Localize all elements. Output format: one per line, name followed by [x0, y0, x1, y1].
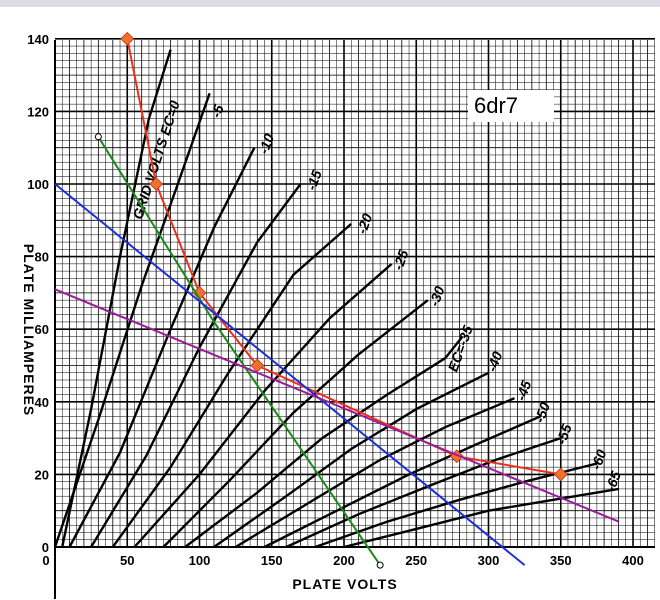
grid-curve [314, 462, 598, 549]
overlay-line [126, 38, 561, 476]
curve-label: EC=-35 [444, 323, 475, 374]
grid-curve [213, 371, 490, 548]
overlay-line [97, 136, 381, 566]
curve-label: -65 [602, 469, 624, 494]
grid-curve [162, 299, 429, 548]
overlay-line [54, 183, 526, 566]
y-tick-label: 60 [35, 322, 49, 337]
curve-ec-0 [61, 49, 172, 548]
diamond-marker [149, 177, 164, 191]
grid-curve [68, 147, 256, 548]
curve-label: -10 [255, 131, 277, 156]
y-tick-label: 20 [35, 467, 49, 482]
curve-label: -25 [390, 247, 412, 272]
curve-label: -55 [553, 422, 575, 447]
load-line-overlays [54, 31, 619, 569]
curve-label: -50 [531, 400, 553, 425]
x-tick-label: 350 [550, 553, 572, 568]
x-tick-label: 0 [42, 553, 49, 568]
y-tick-labels: 0 20 40 60 80 100 120 140 [27, 32, 49, 555]
endpoint-marker [376, 561, 384, 569]
curve-label: -40 [484, 349, 506, 374]
curve-label: -15 [303, 168, 325, 193]
grid-curve [234, 397, 515, 549]
diamond-marker [553, 467, 568, 482]
x-axis-title: PLATE VOLTS [292, 576, 397, 592]
x-tick-label: 250 [405, 553, 427, 568]
diamond-marker [192, 285, 207, 300]
y-axis-title: PLATE MILLIAMPERES [21, 244, 37, 417]
y-tick-label: 140 [27, 32, 49, 47]
x-tick-label: 50 [120, 553, 134, 568]
grid-curve [111, 222, 352, 548]
tube-type-label: 6dr7 [468, 90, 554, 122]
grid-curve [263, 415, 541, 549]
grid-curve [90, 183, 302, 548]
grid-curve [184, 335, 464, 548]
x-tick-label: 200 [333, 553, 355, 568]
curve-label: -45 [512, 378, 534, 403]
overlay-line [54, 288, 619, 523]
y-tick-label: 100 [27, 177, 49, 192]
grid-curve [285, 436, 562, 549]
x-tick-label: 300 [478, 553, 500, 568]
diamond-marker [120, 31, 135, 46]
y-tick-label: 40 [35, 395, 49, 410]
x-tick-label: 150 [261, 553, 283, 568]
curve-label: -20 [353, 211, 375, 236]
y-tick-label: 0 [42, 540, 49, 555]
grid-voltage-curves [53, 49, 619, 549]
endpoint-marker [94, 133, 102, 141]
curve-label: -30 [426, 284, 448, 309]
diamond-marker [250, 358, 265, 373]
y-tick-label: 120 [27, 104, 49, 119]
curve-label: -60 [588, 447, 610, 472]
y-tick-label: 80 [35, 250, 49, 265]
axes [54, 40, 655, 599]
curve-label: -5 [208, 102, 227, 119]
grid-curve [133, 262, 393, 548]
x-tick-label: 100 [189, 553, 211, 568]
x-tick-label: 400 [622, 553, 644, 568]
x-tick-labels: 0 50 100 150 200 250 300 350 400 [42, 553, 643, 568]
window-top-strip [0, 0, 660, 7]
grid-curve [53, 92, 211, 548]
grid-curve [343, 487, 619, 549]
